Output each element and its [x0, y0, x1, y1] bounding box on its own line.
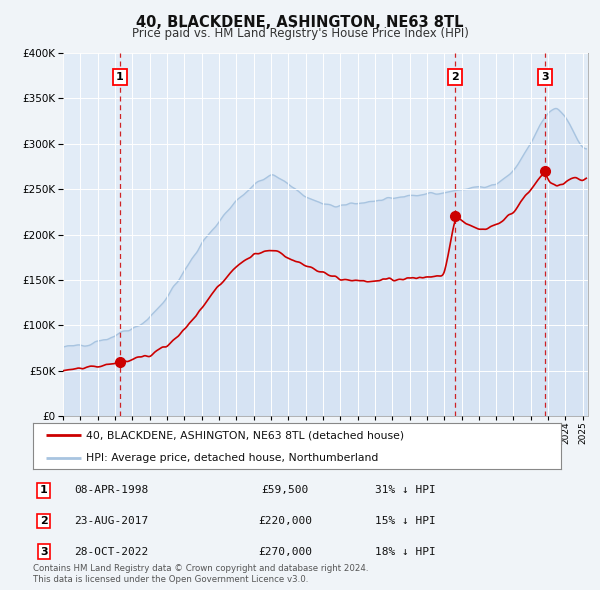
Text: 18% ↓ HPI: 18% ↓ HPI — [374, 547, 436, 556]
Text: 15% ↓ HPI: 15% ↓ HPI — [374, 516, 436, 526]
Text: 3: 3 — [40, 547, 47, 556]
Text: This data is licensed under the Open Government Licence v3.0.: This data is licensed under the Open Gov… — [33, 575, 308, 584]
Text: Contains HM Land Registry data © Crown copyright and database right 2024.: Contains HM Land Registry data © Crown c… — [33, 565, 368, 573]
Text: £220,000: £220,000 — [258, 516, 312, 526]
Text: Price paid vs. HM Land Registry's House Price Index (HPI): Price paid vs. HM Land Registry's House … — [131, 27, 469, 40]
Text: 2: 2 — [451, 72, 459, 81]
Text: HPI: Average price, detached house, Northumberland: HPI: Average price, detached house, Nort… — [86, 454, 378, 464]
Text: 28-OCT-2022: 28-OCT-2022 — [74, 547, 148, 556]
Text: 1: 1 — [40, 486, 47, 495]
Text: 40, BLACKDENE, ASHINGTON, NE63 8TL (detached house): 40, BLACKDENE, ASHINGTON, NE63 8TL (deta… — [86, 431, 404, 441]
Text: 40, BLACKDENE, ASHINGTON, NE63 8TL: 40, BLACKDENE, ASHINGTON, NE63 8TL — [136, 15, 464, 30]
Text: 1: 1 — [116, 72, 124, 81]
Text: 08-APR-1998: 08-APR-1998 — [74, 486, 148, 495]
Text: £59,500: £59,500 — [262, 486, 308, 495]
Text: £270,000: £270,000 — [258, 547, 312, 556]
Text: 23-AUG-2017: 23-AUG-2017 — [74, 516, 148, 526]
Text: 3: 3 — [541, 72, 549, 81]
Text: 2: 2 — [40, 516, 47, 526]
Text: 31% ↓ HPI: 31% ↓ HPI — [374, 486, 436, 495]
